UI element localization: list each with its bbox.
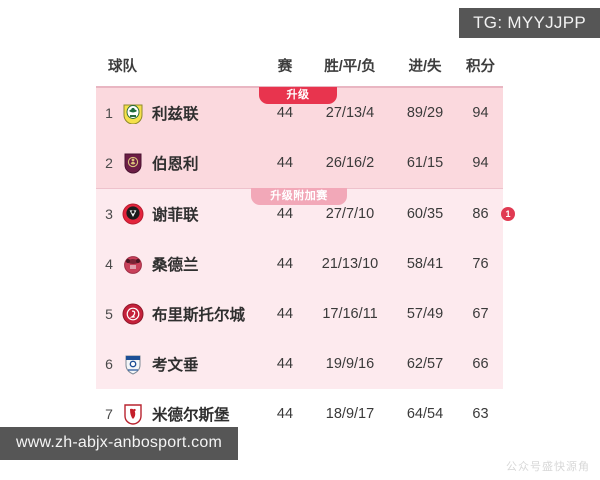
sheffield-united-crest xyxy=(122,203,144,225)
row-points: 86 xyxy=(472,206,489,222)
table-row[interactable]: 5 布里斯托尔城 44 17/16/11 57/49 67 xyxy=(96,289,503,339)
bristol-city-crest xyxy=(122,303,144,325)
row-goals: 57/49 xyxy=(406,306,444,322)
zone-label-promotion-playoff: 升级附加赛 xyxy=(251,188,347,205)
row-rank: 7 xyxy=(105,406,113,422)
column-header-played: 赛 xyxy=(277,58,293,75)
coventry-city-crest xyxy=(122,353,144,375)
row-points: 94 xyxy=(472,154,489,171)
row-team-name: 米德尔斯堡 xyxy=(152,407,230,424)
row-team: 桑德兰 xyxy=(122,253,262,275)
row-points: 94 xyxy=(472,104,489,121)
row-wdl: 27/7/10 xyxy=(325,206,375,222)
table-row[interactable]: 1 利兹联 44 27/13/4 89/29 94 xyxy=(96,88,503,138)
row-wdl: 26/16/2 xyxy=(325,154,375,171)
row-played: 44 xyxy=(276,154,294,171)
row-wdl: 18/9/17 xyxy=(325,406,375,422)
row-team: 利兹联 xyxy=(122,102,262,125)
row-goals: 58/41 xyxy=(406,256,444,272)
row-played: 44 xyxy=(276,306,294,322)
row-team-name: 布里斯托尔城 xyxy=(152,307,246,324)
row-points: 76 xyxy=(472,256,489,272)
column-header-points: 积分 xyxy=(466,58,495,75)
row-team-name: 谢菲联 xyxy=(152,207,199,224)
site-watermark: www.zh-abjx-anbosport.com xyxy=(0,427,238,460)
row-rank: 5 xyxy=(105,306,113,322)
sunderland-crest xyxy=(122,253,144,275)
burnley-crest xyxy=(122,152,144,174)
row-team-name: 利兹联 xyxy=(152,105,199,123)
row-goals: 64/54 xyxy=(406,406,444,422)
row-team: 考文垂 xyxy=(122,353,262,375)
table-row[interactable]: 2 伯恩利 44 26/16/2 61/15 94 xyxy=(96,138,503,188)
row-played: 44 xyxy=(276,206,294,222)
row-goals: 60/35 xyxy=(406,206,444,222)
column-header-wdl: 胜/平/负 xyxy=(324,58,376,75)
row-played: 44 xyxy=(276,104,294,121)
zone-promotion-playoff: 升级附加赛 3 谢菲联 44 27/7/10 60/35 86 1 xyxy=(96,188,515,389)
table-row[interactable]: 6 考文垂 44 19/9/16 62/57 66 xyxy=(96,339,503,389)
table-header-row: 球队 赛 胜/平/负 进/失 积分 xyxy=(96,44,503,86)
row-rank: 3 xyxy=(105,206,113,222)
row-played: 44 xyxy=(276,356,294,372)
row-team: 米德尔斯堡 xyxy=(122,403,262,425)
row-team: 布里斯托尔城 xyxy=(122,303,262,325)
row-wdl: 27/13/4 xyxy=(325,104,375,121)
row-team: 谢菲联 xyxy=(122,203,262,225)
zone-label-promotion: 升级 xyxy=(259,86,337,104)
leeds-united-crest xyxy=(122,102,144,125)
row-wdl: 19/9/16 xyxy=(325,356,375,372)
telegram-watermark: TG: MYYJJPP xyxy=(459,8,600,38)
middlesbrough-crest xyxy=(122,403,144,425)
row-team-name: 桑德兰 xyxy=(152,257,199,274)
column-header-team: 球队 xyxy=(108,58,137,75)
row-wdl: 17/16/11 xyxy=(322,306,378,322)
row-rank: 6 xyxy=(105,356,113,372)
row-points: 63 xyxy=(472,406,489,422)
row-goals: 89/29 xyxy=(406,104,444,121)
row-points: 67 xyxy=(472,306,489,322)
row-goals: 62/57 xyxy=(406,356,444,372)
row-points: 66 xyxy=(472,356,489,372)
row-played: 44 xyxy=(276,256,294,272)
row-played: 44 xyxy=(276,406,294,422)
table-row[interactable]: 3 谢菲联 44 27/7/10 60/35 86 1 xyxy=(96,189,515,239)
table-row[interactable]: 4 桑德兰 44 21/13/10 58/41 76 xyxy=(96,239,503,289)
row-goals: 61/15 xyxy=(406,154,444,171)
zone-promotion: 升级 1 利兹联 44 27/13/4 89/29 94 xyxy=(96,86,503,188)
row-team-name: 考文垂 xyxy=(152,357,199,374)
column-header-goals: 进/失 xyxy=(408,58,442,75)
row-rank: 2 xyxy=(105,154,113,171)
row-team-name: 伯恩利 xyxy=(152,155,199,173)
standings-table: 球队 赛 胜/平/负 进/失 积分 升级 1 利兹联 xyxy=(96,44,515,439)
table-row[interactable]: 7 米德尔斯堡 44 18/9/17 64/54 63 xyxy=(96,389,503,439)
row-rank: 4 xyxy=(105,256,113,272)
row-rank: 1 xyxy=(105,104,113,121)
row-team: 伯恩利 xyxy=(122,152,262,174)
row-wdl: 21/13/10 xyxy=(321,256,379,272)
source-watermark: 公众号盛快源角 xyxy=(506,461,590,473)
row-status-badge[interactable]: 1 xyxy=(501,207,515,221)
